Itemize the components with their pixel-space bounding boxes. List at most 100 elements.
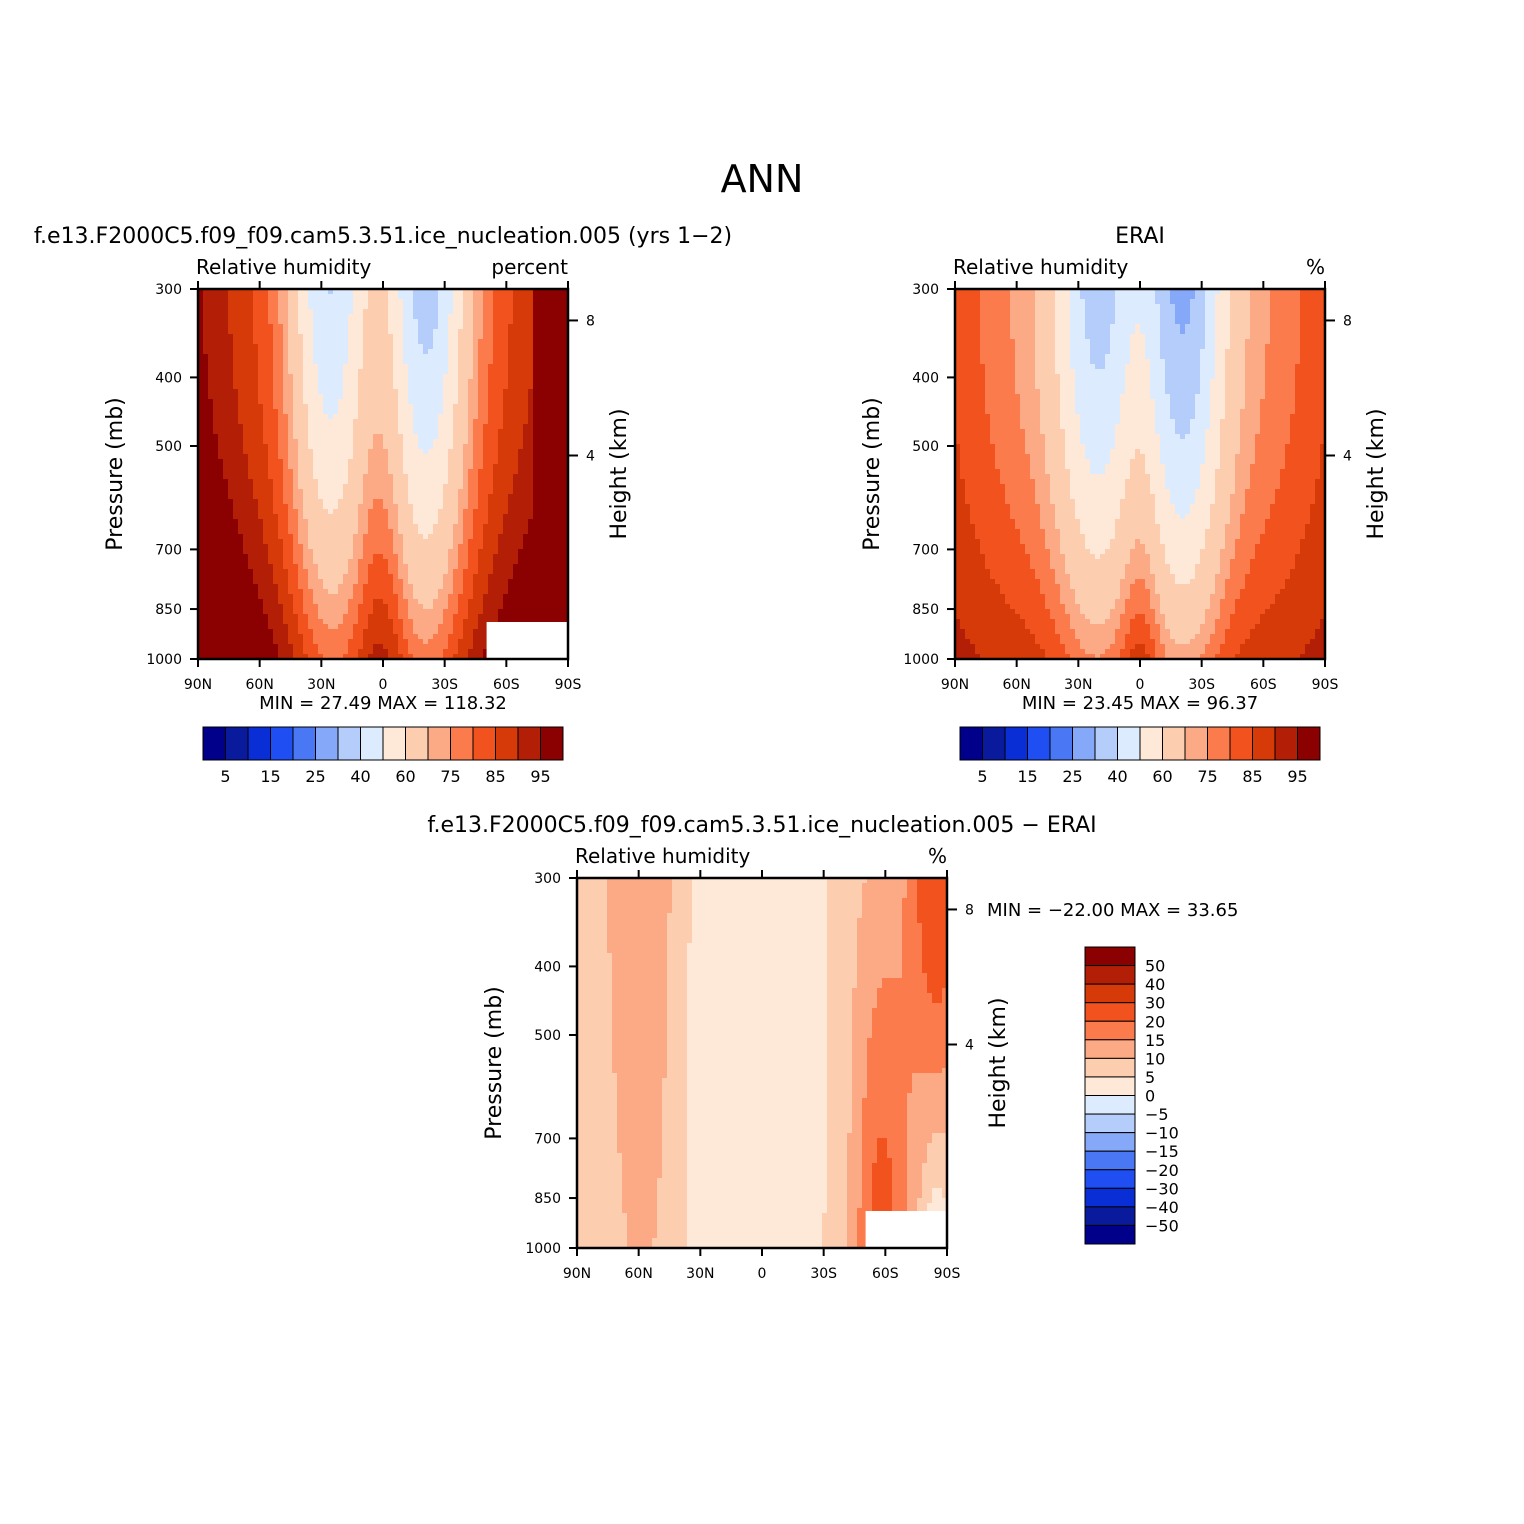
- field-cell: [473, 479, 479, 485]
- field-cell: [453, 464, 459, 470]
- field-cell: [303, 409, 309, 415]
- field-cell: [533, 409, 539, 415]
- field-cell: [448, 289, 454, 295]
- field-cell: [513, 519, 519, 525]
- field-cell: [278, 589, 284, 595]
- field-cell: [468, 344, 474, 350]
- field-cell: [468, 584, 474, 590]
- field-cell: [558, 314, 564, 320]
- field-cell: [463, 464, 469, 470]
- field-cell: [233, 364, 239, 370]
- field-cell: [503, 469, 509, 475]
- field-cell: [263, 289, 269, 295]
- field-cell: [483, 354, 489, 360]
- field-cell: [413, 429, 419, 435]
- field-cell: [563, 574, 569, 580]
- field-cell: [313, 589, 319, 595]
- field-cell: [198, 594, 204, 600]
- field-cell: [228, 294, 234, 300]
- field-cell: [468, 544, 474, 550]
- field-cell: [543, 504, 549, 510]
- field-cell: [268, 384, 274, 390]
- field-cell: [413, 319, 419, 325]
- field-cell: [203, 484, 209, 490]
- field-cell: [278, 384, 284, 390]
- field-cell: [478, 304, 484, 310]
- field-cell: [393, 619, 399, 625]
- field-cell: [288, 584, 294, 590]
- field-cell: [403, 354, 409, 360]
- field-cell: [363, 389, 369, 395]
- field-cell: [258, 294, 264, 300]
- field-cell: [443, 504, 449, 510]
- field-cell: [198, 299, 204, 305]
- field-cell: [373, 514, 379, 520]
- field-cell: [388, 339, 394, 345]
- field-cell: [338, 519, 344, 525]
- field-cell: [328, 589, 334, 595]
- field-cell: [333, 404, 339, 410]
- field-cell: [198, 564, 204, 570]
- field-cell: [493, 509, 499, 515]
- field-cell: [278, 304, 284, 310]
- field-cell: [393, 569, 399, 575]
- field-cell: [403, 344, 409, 350]
- field-cell: [518, 569, 524, 575]
- field-cell: [488, 474, 494, 480]
- field-cell: [538, 569, 544, 575]
- field-cell: [468, 604, 474, 610]
- field-cell: [223, 429, 229, 435]
- field-cell: [523, 379, 529, 385]
- field-cell: [483, 589, 489, 595]
- field-cell: [203, 364, 209, 370]
- field-cell: [413, 549, 419, 555]
- field-cell: [448, 604, 454, 610]
- field-cell: [418, 444, 424, 450]
- field-cell: [423, 314, 429, 320]
- field-cell: [238, 419, 244, 425]
- field-cell: [343, 454, 349, 460]
- field-cell: [528, 464, 534, 470]
- field-cell: [388, 364, 394, 370]
- field-cell: [323, 374, 329, 380]
- field-cell: [528, 569, 534, 575]
- field-cell: [303, 479, 309, 485]
- field-cell: [333, 604, 339, 610]
- field-cell: [303, 524, 309, 530]
- field-cell: [248, 324, 254, 330]
- field-cell: [353, 534, 359, 540]
- field-cell: [353, 419, 359, 425]
- field-cell: [243, 409, 249, 415]
- field-cell: [363, 404, 369, 410]
- field-cell: [233, 314, 239, 320]
- field-cell: [508, 564, 514, 570]
- field-cell: [198, 289, 204, 295]
- field-cell: [463, 334, 469, 340]
- field-cell: [203, 554, 209, 560]
- field-cell: [323, 514, 329, 520]
- field-cell: [368, 544, 374, 550]
- field-cell: [538, 494, 544, 500]
- field-cell: [458, 534, 464, 540]
- field-cell: [438, 299, 444, 305]
- field-cell: [198, 389, 204, 395]
- field-cell: [428, 309, 434, 315]
- field-cell: [563, 539, 569, 545]
- field-cell: [348, 584, 354, 590]
- field-cell: [303, 294, 309, 300]
- field-cell: [408, 334, 414, 340]
- field-cell: [413, 354, 419, 360]
- field-cell: [553, 394, 559, 400]
- field-cell: [543, 299, 549, 305]
- field-cell: [223, 584, 229, 590]
- field-cell: [383, 589, 389, 595]
- field-cell: [373, 289, 379, 295]
- field-cell: [393, 304, 399, 310]
- field-cell: [233, 519, 239, 525]
- field-cell: [238, 374, 244, 380]
- field-cell: [468, 619, 474, 625]
- field-cell: [218, 489, 224, 495]
- field-cell: [488, 339, 494, 345]
- field-cell: [398, 474, 404, 480]
- field-cell: [273, 414, 279, 420]
